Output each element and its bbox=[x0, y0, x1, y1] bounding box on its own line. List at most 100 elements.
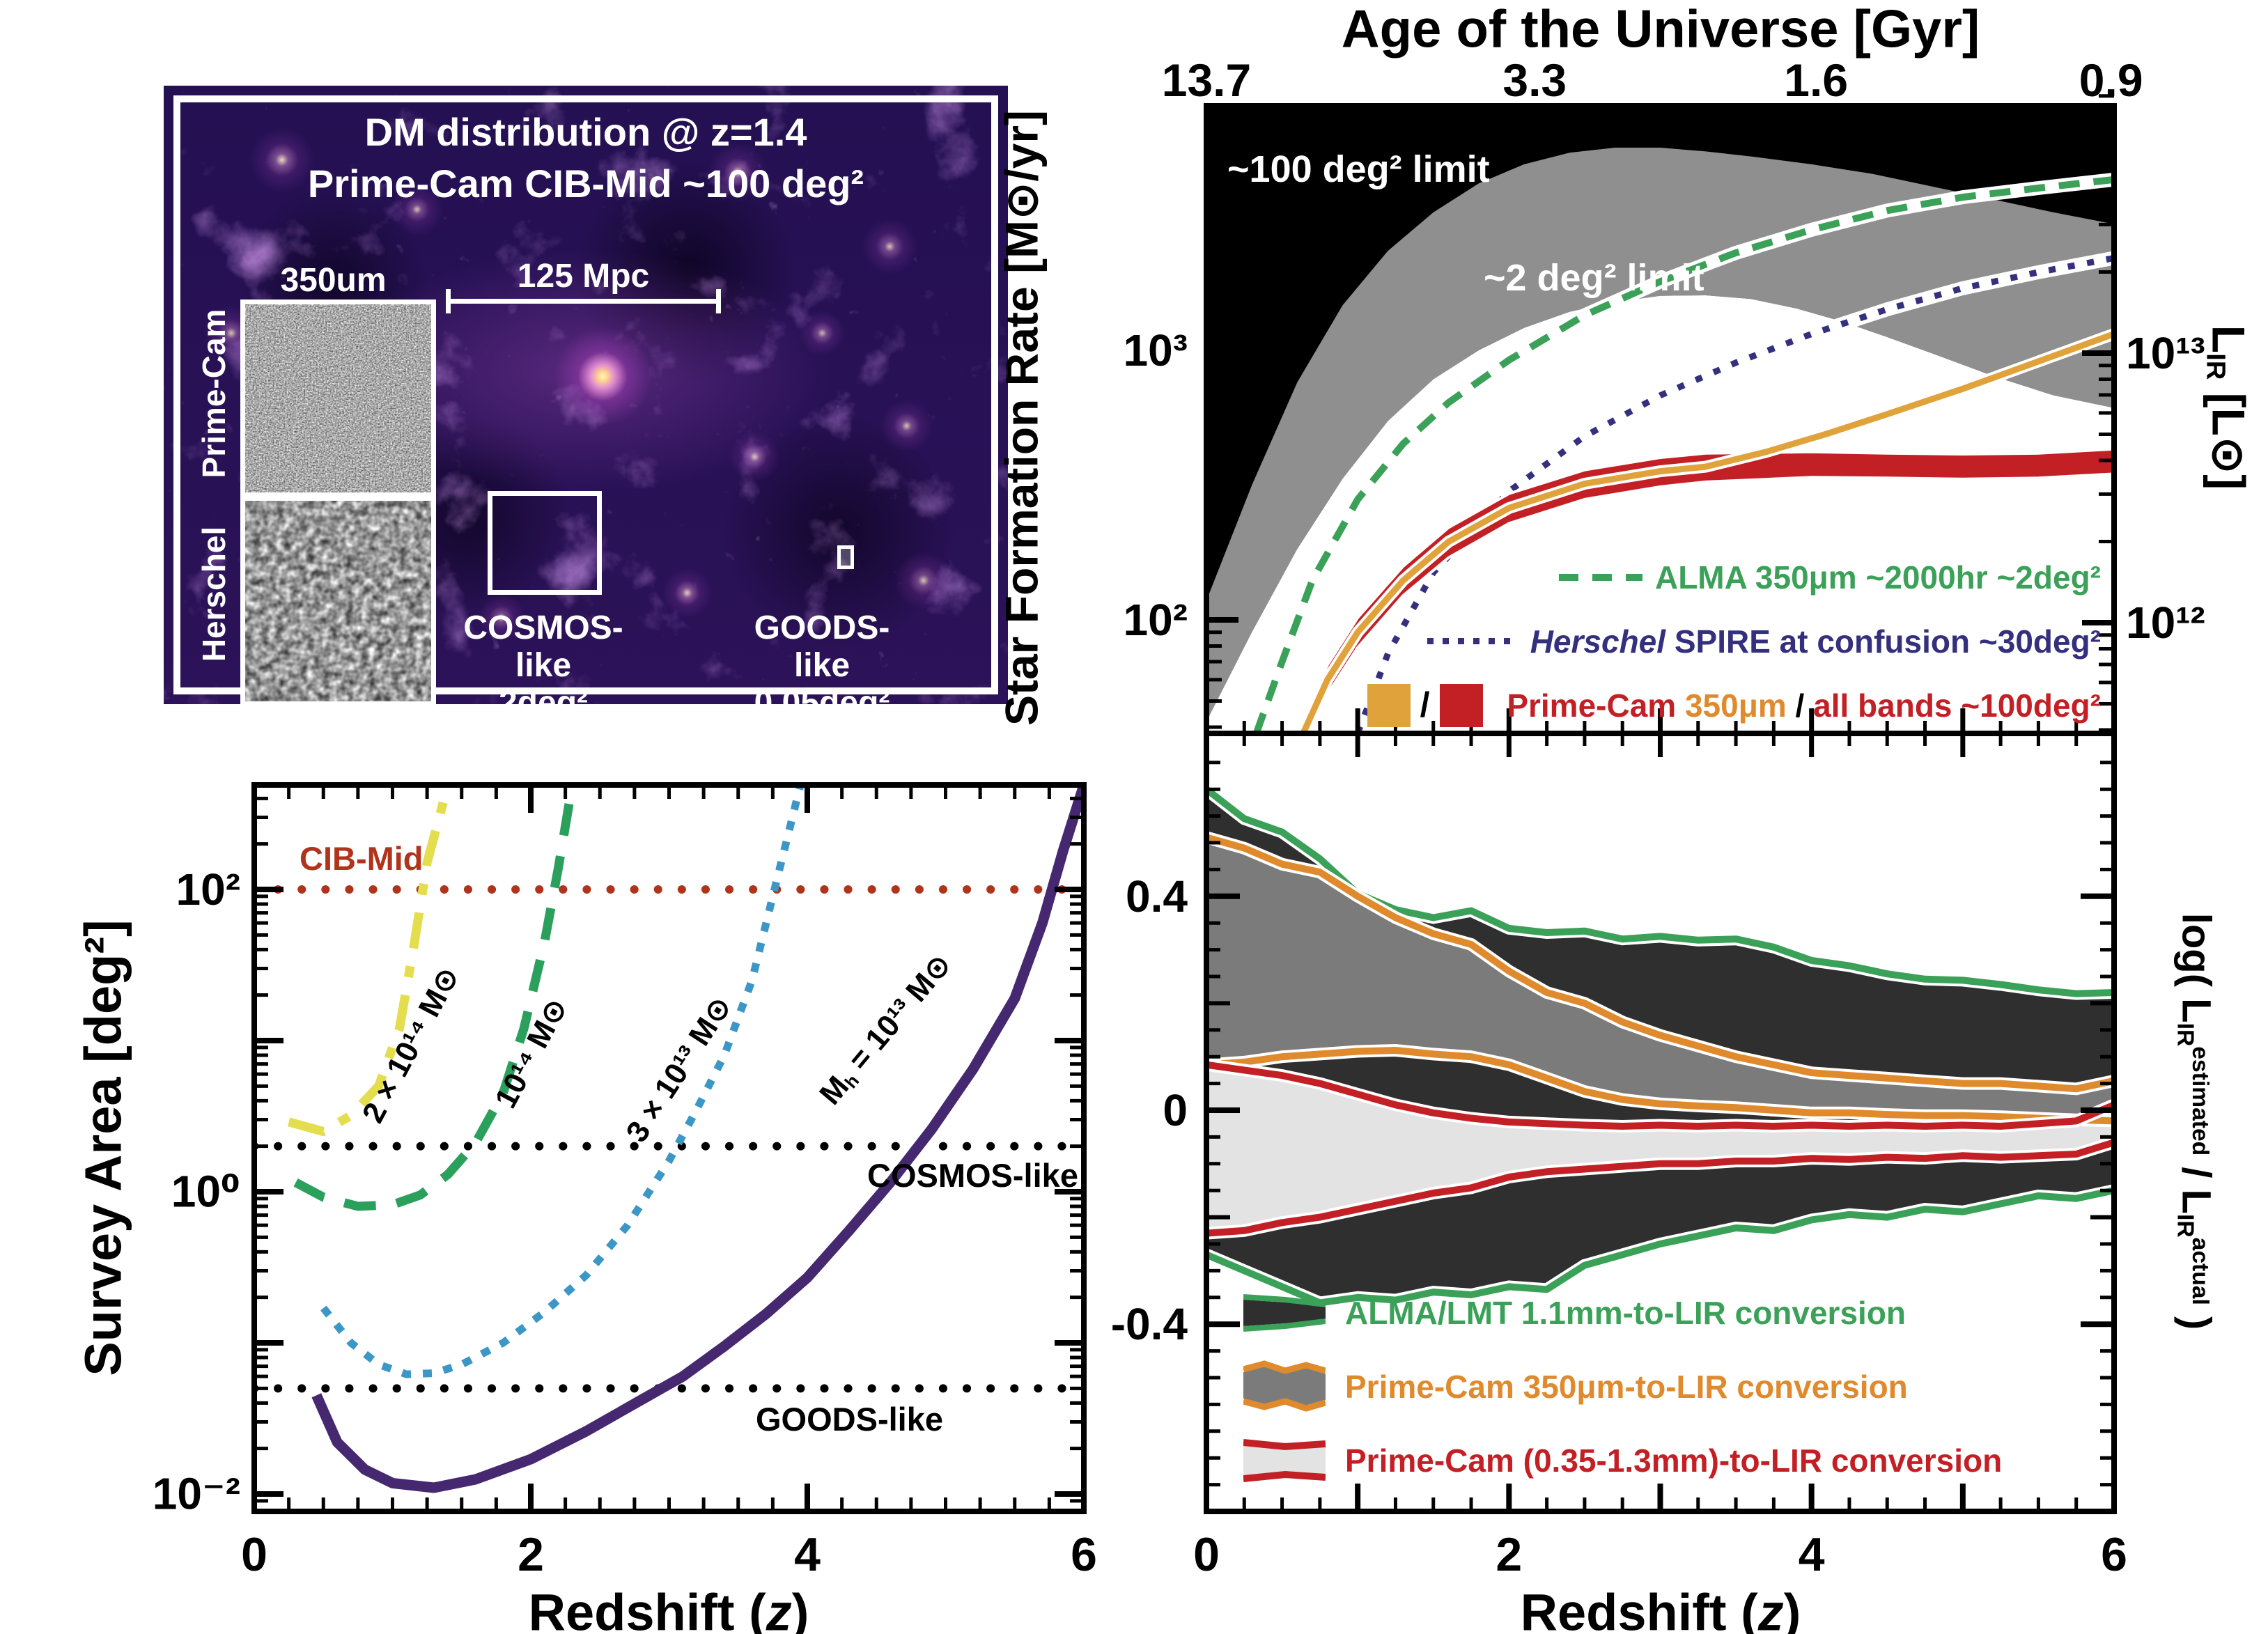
limit-100deg-label: ~100 deg² limit bbox=[1227, 148, 1490, 190]
pcwide-band-swatch-icon bbox=[1243, 1439, 1326, 1482]
logratio-sup1: estimated bbox=[2187, 1046, 2213, 1156]
survey-curve-1 bbox=[293, 785, 577, 1211]
lir-label-sub: IR bbox=[2200, 353, 2231, 380]
cosmos-label-line1: COSMOS-like bbox=[463, 609, 623, 684]
region-2deg-limit bbox=[1206, 148, 2114, 722]
conv-ytick-label: 0.4 bbox=[1126, 871, 1188, 921]
region-detectable bbox=[1206, 295, 2114, 733]
pcwide-upper-edge bbox=[1206, 1061, 2114, 1130]
conv-xtick-label: 6 bbox=[2101, 1528, 2127, 1581]
dm-title-line2: Prime-Cam CIB-Mid ~100 deg² bbox=[307, 162, 864, 205]
inset-bottom-label: Herschel bbox=[196, 526, 232, 662]
herschel-curve bbox=[1354, 255, 2114, 733]
logratio-sub2: IR bbox=[2172, 1213, 2198, 1238]
conv-xtick-label: 0 bbox=[1193, 1528, 1220, 1581]
legend-conv-alma: ALMA/LMT 1.1mm-to-LIR conversion bbox=[1243, 1283, 1906, 1343]
survey-ytick-label: 10⁻² bbox=[152, 1468, 240, 1519]
legend-conv-pcwide: Prime-Cam (0.35-1.3mm)-to-LIR conversion bbox=[1243, 1431, 2002, 1491]
lir-ytick-label: 10¹² bbox=[2126, 598, 2205, 648]
logratio-axis-label: log( LIRestimated / LIRactual ) bbox=[2172, 913, 2220, 1330]
inset-band-label: 350um bbox=[280, 262, 387, 299]
plot-border bbox=[1204, 731, 2117, 1514]
conv-xtick-label: 2 bbox=[1496, 1528, 1523, 1581]
redshift-post: ) bbox=[791, 1583, 809, 1634]
plot-border bbox=[251, 782, 1087, 1514]
conv-xtick-label: 4 bbox=[1798, 1528, 1825, 1581]
redshift-label-right: Redshift (z) bbox=[1521, 1583, 1801, 1634]
lir-axis-label: LIR [L⊙] bbox=[2200, 325, 2255, 490]
age-tick-label: 1.6 bbox=[1784, 54, 1849, 106]
lir-ytick-label: 10¹³ bbox=[2126, 328, 2205, 378]
lir-label-unit: [L⊙] bbox=[2203, 380, 2255, 490]
legend-conv-alma-text: ALMA/LMT 1.1mm-to-LIR conversion bbox=[1345, 1295, 1906, 1331]
pc350-upper-edge bbox=[1206, 834, 2114, 1093]
pc350-band-swatch-icon bbox=[1243, 1360, 1326, 1412]
survey-plot-area bbox=[254, 785, 1084, 1493]
cosmos-label: COSMOS-like 2deg² bbox=[463, 609, 623, 722]
herschel-inset-image bbox=[240, 496, 436, 706]
legend-pc-5: ~100deg² bbox=[1952, 687, 2101, 724]
survey-axis-label: Survey Area [deg²] bbox=[74, 919, 132, 1376]
goods-label: GOODS-like 0.05deg² bbox=[742, 609, 902, 722]
inset-top-label: Prime-Cam bbox=[196, 309, 232, 478]
herschel-dot-sample-icon bbox=[1427, 638, 1518, 645]
alma-dash-sample-icon bbox=[1558, 573, 1642, 581]
scalebar-label: 125 Mpc bbox=[517, 258, 650, 295]
redshift-z: z bbox=[1757, 1583, 1784, 1634]
pcwide-lower-edge bbox=[1206, 1139, 2114, 1237]
goods-label-line1: GOODS-like bbox=[754, 609, 890, 684]
legend-alma-text: ALMA 350μm ~2000hr ~2deg² bbox=[1654, 559, 2101, 596]
survey-xtick-label: 0 bbox=[241, 1528, 267, 1581]
alma-band-swatch-icon bbox=[1243, 1294, 1326, 1332]
pc350-lower-edge bbox=[1206, 1047, 2114, 1125]
redshift-z: z bbox=[766, 1583, 792, 1634]
legend-pc-1: Prime-Cam bbox=[1507, 687, 1685, 724]
goods-like-label: GOODS-like bbox=[756, 1401, 944, 1438]
legend-conv-pc350-text: Prime-Cam 350μm-to-LIR conversion bbox=[1345, 1369, 1908, 1405]
survey-curve-3 bbox=[311, 785, 1084, 1493]
logratio-mid: / L bbox=[2173, 1156, 2219, 1214]
legend-herschel: Herschel SPIRE at confusion ~30deg² bbox=[1427, 623, 2101, 660]
sfr-ytick-label: 10³ bbox=[1123, 325, 1188, 375]
age-tick-label: 0.9 bbox=[2079, 54, 2143, 106]
primecam-allbands-swatch-icon bbox=[1439, 684, 1483, 727]
goods-region-box bbox=[837, 545, 854, 569]
prime-cam-inset-image bbox=[240, 299, 436, 497]
survey-ytick-label: 10⁰ bbox=[171, 1166, 240, 1217]
cosmos-like-label: COSMOS-like bbox=[867, 1157, 1078, 1194]
legend-pc-3: / bbox=[1786, 687, 1814, 724]
top-axis-title: Age of the Universe [Gyr] bbox=[1341, 0, 1980, 59]
conv-plot-area bbox=[1206, 784, 2114, 1309]
cosmos-region-box bbox=[488, 491, 602, 595]
survey-xtick-label: 6 bbox=[1071, 1528, 1097, 1581]
redshift-pre: Redshift ( bbox=[528, 1583, 766, 1634]
cib-mid-label: CIB-Mid bbox=[300, 840, 424, 877]
survey-xtick-label: 4 bbox=[794, 1528, 821, 1581]
cosmos-label-line2: 2deg² bbox=[498, 685, 588, 722]
legend-primecam: / Prime-Cam 350μm / all bands ~100deg² bbox=[1367, 684, 2101, 733]
age-tick-label: 3.3 bbox=[1502, 54, 1567, 106]
legend-alma: ALMA 350μm ~2000hr ~2deg² bbox=[1558, 559, 2101, 596]
conv-ytick-label: -0.4 bbox=[1110, 1299, 1188, 1350]
dm-simulation-panel: DM distribution @ z=1.4 Prime-Cam CIB-Mi… bbox=[164, 86, 1008, 722]
alma-curve bbox=[1252, 176, 2114, 733]
sfr-ytick-label: 10² bbox=[1123, 595, 1188, 645]
redshift-label-left: Redshift (z) bbox=[529, 1583, 809, 1634]
alma-lower-edge bbox=[1206, 1187, 2114, 1307]
limit-2deg-label: ~2 deg² limit bbox=[1484, 257, 1704, 299]
redshift-post: ) bbox=[1783, 1583, 1801, 1634]
legend-herschel-italic: Herschel bbox=[1530, 623, 1666, 660]
dm-title-line1: DM distribution @ z=1.4 bbox=[364, 110, 807, 154]
goods-label-line2: 0.05deg² bbox=[754, 685, 890, 722]
survey-ytick-label: 10² bbox=[176, 864, 241, 915]
sfr-plot-area bbox=[1206, 106, 2114, 733]
legend-slash: / bbox=[1420, 685, 1430, 725]
legend-conv-pc350: Prime-Cam 350μm-to-LIR conversion bbox=[1243, 1357, 1908, 1417]
redshift-pre: Redshift ( bbox=[1520, 1583, 1758, 1634]
age-tick-label: 13.7 bbox=[1161, 54, 1252, 106]
legend-conv-pcwide-text: Prime-Cam (0.35-1.3mm)-to-LIR conversion bbox=[1345, 1442, 2003, 1479]
lir-label-main: L bbox=[2203, 325, 2255, 354]
logratio-post: ) bbox=[2173, 1305, 2219, 1330]
